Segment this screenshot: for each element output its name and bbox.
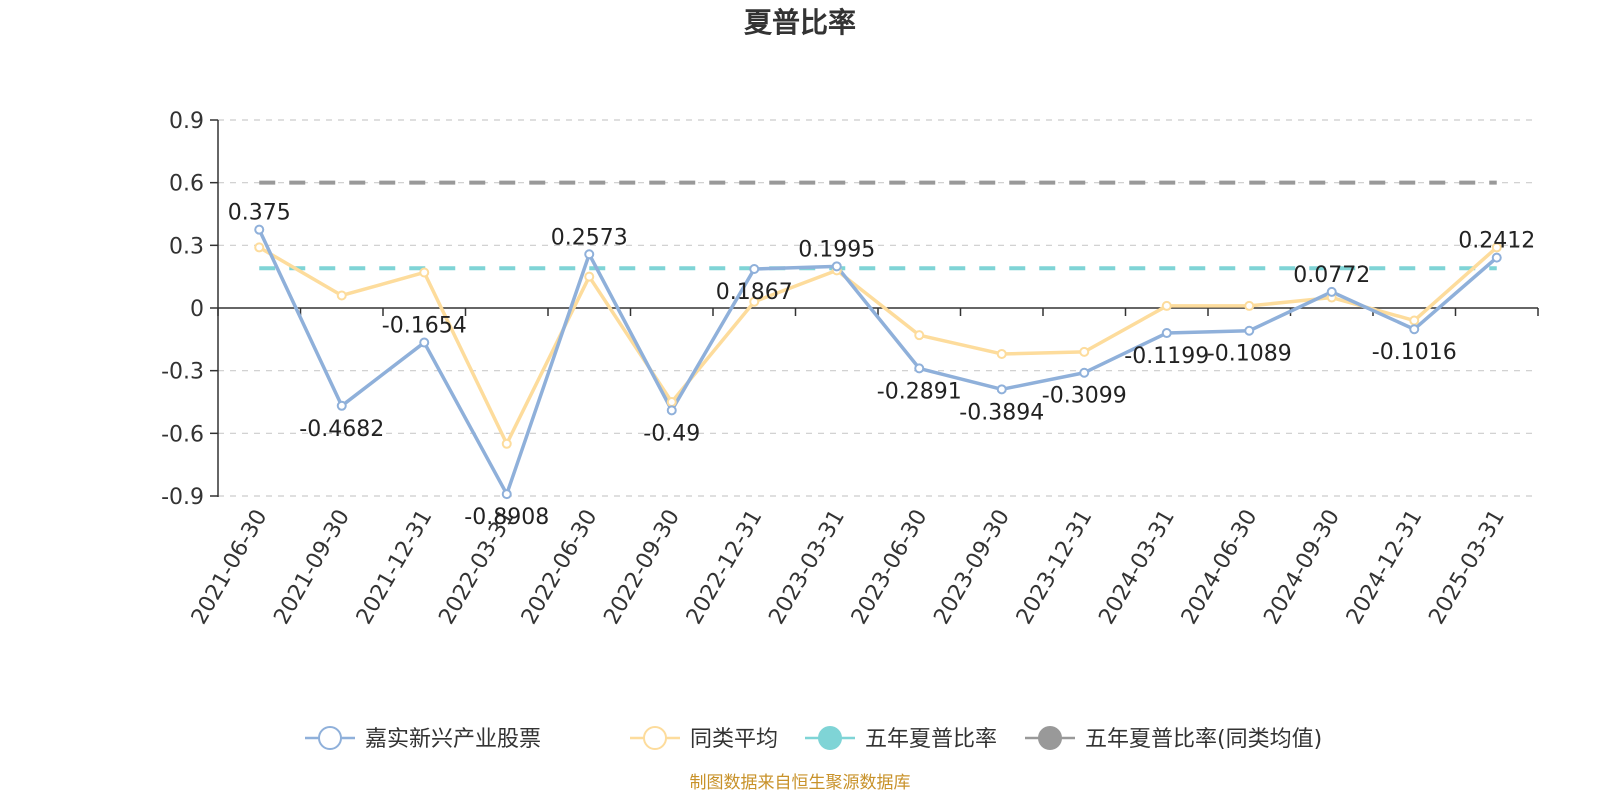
series-lines	[257, 228, 1498, 496]
series-line	[258, 245, 1498, 446]
chart-title: 夏普比率	[744, 6, 856, 39]
series-point	[749, 296, 760, 307]
legend-label: 嘉实新兴产业股票	[365, 727, 541, 752]
data-label: -0.2891	[877, 379, 962, 404]
x-tick-label: 2024-12-31	[1342, 506, 1428, 629]
series-point	[1079, 346, 1090, 357]
series-point	[1161, 300, 1172, 311]
series-point	[1491, 242, 1502, 253]
x-tick-label: 2023-06-30	[847, 506, 933, 629]
data-label: -0.4682	[299, 417, 384, 442]
axes: 0.9 0.6 0.3 0 -0.3 -0.6 -0.92021-06-302021-09-…	[161, 109, 1539, 629]
series-point	[254, 224, 265, 235]
y-tick-label: -0.9	[161, 485, 204, 510]
x-tick-label: 2021-06-30	[187, 506, 273, 629]
y-tick-label: 0.6	[169, 172, 204, 197]
series-point	[1161, 328, 1172, 339]
series-point	[666, 405, 677, 416]
data-label: 0.1995	[798, 237, 875, 262]
data-label: 0.1867	[716, 280, 793, 305]
y-tick-label: 0.3	[169, 234, 204, 259]
series-point	[501, 438, 512, 449]
series-point	[584, 271, 595, 282]
y-tick-label: -0.3	[161, 360, 204, 385]
series-point	[254, 242, 265, 253]
x-tick-label: 2021-09-30	[269, 506, 355, 629]
legend-marker	[818, 726, 842, 750]
legend-marker	[1038, 726, 1062, 750]
data-label: -0.3894	[959, 400, 1044, 425]
series-point	[419, 267, 430, 278]
series-point	[1326, 286, 1337, 297]
series-point	[1409, 315, 1420, 326]
series-point	[914, 363, 925, 374]
x-tick-label: 2023-03-31	[764, 506, 850, 629]
x-tick-label: 2023-12-31	[1012, 506, 1098, 629]
series-point	[336, 290, 347, 301]
series-point	[1244, 325, 1255, 336]
series-point	[996, 384, 1007, 395]
series-point	[831, 261, 842, 272]
y-tick-label: 0	[190, 297, 204, 322]
series-point	[996, 348, 1007, 359]
data-label: 0.0772	[1293, 263, 1370, 288]
x-tick-label: 2024-03-31	[1094, 506, 1180, 629]
data-label: 0.2412	[1458, 229, 1535, 254]
legend-label: 五年夏普比率	[865, 727, 997, 752]
series-point	[336, 400, 347, 411]
data-label: -0.8908	[464, 505, 549, 530]
y-tick-label: 0.9	[169, 109, 204, 134]
legend-marker	[643, 726, 667, 750]
series-point	[914, 330, 925, 341]
data-label: -0.1199	[1124, 344, 1209, 369]
data-label: -0.3099	[1042, 384, 1127, 409]
x-tick-label: 2021-12-31	[352, 506, 438, 629]
series-point	[1491, 252, 1502, 263]
data-label: -0.1654	[382, 314, 467, 339]
series-point	[749, 264, 760, 275]
x-tick-label: 2022-12-31	[682, 506, 768, 629]
series-line	[257, 228, 1498, 496]
data-label: -0.1016	[1372, 340, 1457, 365]
x-tick-label: 2025-03-31	[1424, 506, 1510, 629]
series-point	[1409, 324, 1420, 335]
data-label: 0.375	[228, 201, 291, 226]
data-label: 0.2573	[551, 225, 628, 250]
series-point	[501, 489, 512, 500]
x-tick-label: 2024-09-30	[1259, 506, 1345, 629]
y-tick-label: -0.6	[161, 422, 204, 447]
data-label: -0.49	[643, 421, 700, 446]
data-labels: 0.375 -0.4682 -0.1654 -0.8908 0.2573 -0.49 0.1…	[228, 201, 1535, 530]
legend-label: 同类平均	[690, 727, 778, 752]
series-points	[254, 224, 1502, 500]
data-label: -0.1089	[1207, 342, 1292, 367]
x-tick-label: 2024-06-30	[1177, 506, 1263, 629]
x-tick-label: 2022-09-30	[599, 506, 685, 629]
series-point	[1079, 367, 1090, 378]
data-source-note: 制图数据来自恒生聚源数据库	[690, 773, 911, 793]
series-point	[419, 337, 430, 348]
x-tick-label: 2023-09-30	[929, 506, 1015, 629]
series-point	[1244, 300, 1255, 311]
series-point	[584, 249, 595, 260]
reference-lines	[259, 180, 1497, 271]
legend-marker	[318, 726, 342, 750]
legend: 嘉实新兴产业股票 同类平均 五年夏普比率 五年夏普比率(同类均值)	[305, 726, 1322, 752]
legend-label: 五年夏普比率(同类均值)	[1085, 727, 1322, 752]
series-point	[666, 397, 677, 407]
